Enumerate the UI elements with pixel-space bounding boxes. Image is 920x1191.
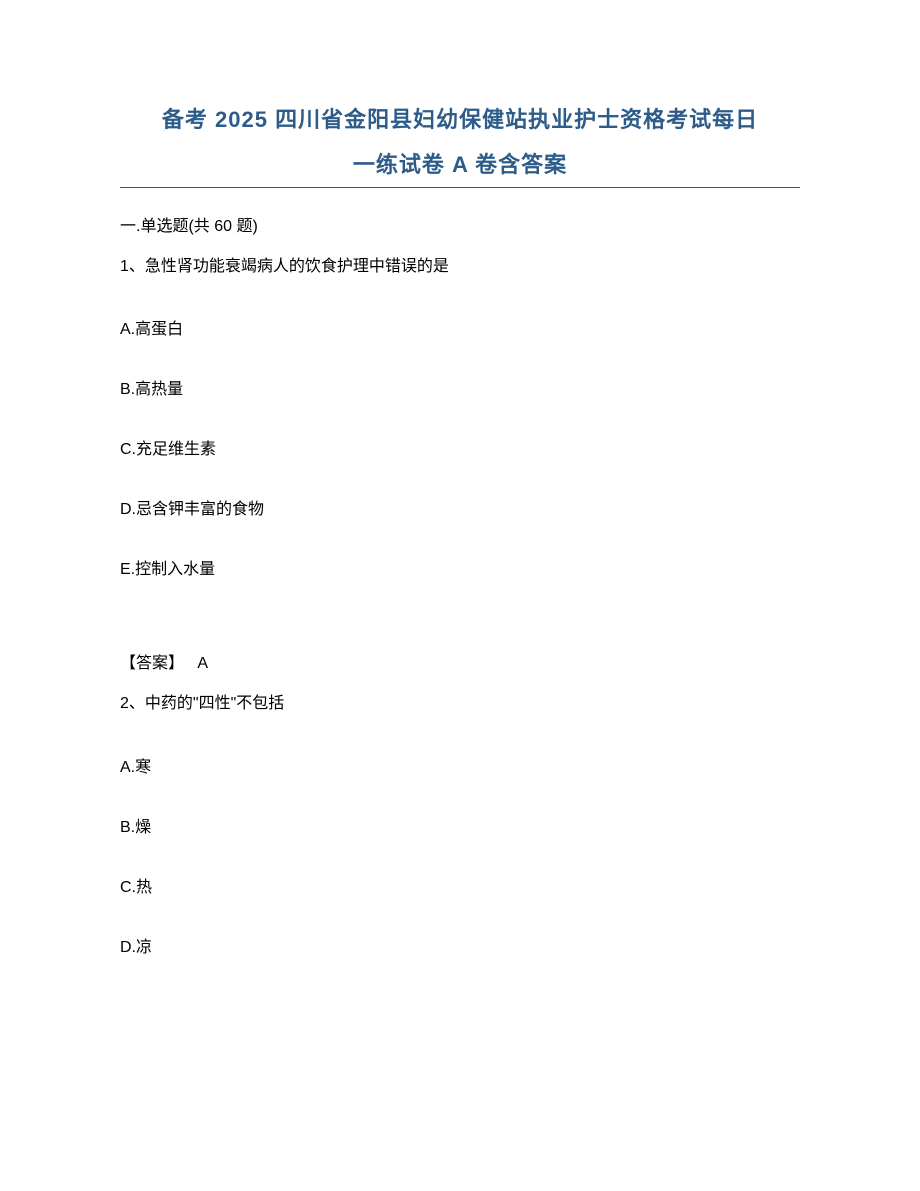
question-2-option-a: A.寒 xyxy=(120,753,800,777)
answer-label: 【答案】 xyxy=(120,655,184,672)
question-1-option-e: E.控制入水量 xyxy=(120,555,800,579)
question-1-option-c: C.充足维生素 xyxy=(120,435,800,459)
question-2-option-c: C.热 xyxy=(120,873,800,897)
question-1-option-a: A.高蛋白 xyxy=(120,315,800,339)
question-1: 1、急性肾功能衰竭病人的饮食护理中错误的是 xyxy=(120,254,800,280)
document-title-line1: 备考 2025 四川省金阳县妇幼保健站执业护士资格考试每日 xyxy=(120,100,800,140)
answer-value: A xyxy=(197,655,208,672)
question-1-number: 1、 xyxy=(120,258,145,275)
question-2-number: 2、 xyxy=(120,695,145,712)
question-2-text: 中药的"四性"不包括 xyxy=(145,695,284,712)
question-2: 2、中药的"四性"不包括 xyxy=(120,691,800,717)
question-1-option-b: B.高热量 xyxy=(120,375,800,399)
question-1-option-d: D.忌含钾丰富的食物 xyxy=(120,495,800,519)
section-header: 一.单选题(共 60 题) xyxy=(120,212,800,236)
title-divider xyxy=(120,187,800,188)
question-2-option-b: B.燥 xyxy=(120,813,800,837)
document-title-line2: 一练试卷 A 卷含答案 xyxy=(120,148,800,181)
question-2-option-d: D.凉 xyxy=(120,933,800,957)
question-1-answer: 【答案】 A xyxy=(120,649,800,673)
question-1-text: 急性肾功能衰竭病人的饮食护理中错误的是 xyxy=(145,258,449,275)
